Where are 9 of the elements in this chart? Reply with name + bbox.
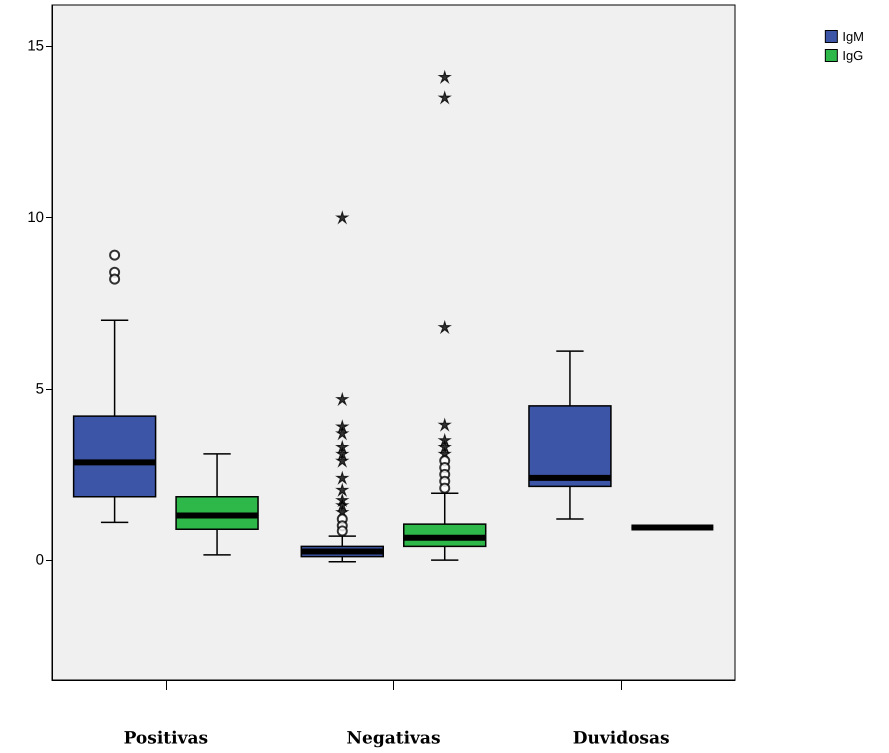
legend-label: IgG bbox=[842, 48, 864, 63]
y-tick-label: 5 bbox=[36, 380, 44, 398]
x-tick-label: Duvidosas bbox=[572, 728, 670, 748]
x-tick-label: Positivas bbox=[124, 728, 208, 748]
y-tick-label: 0 bbox=[36, 552, 44, 569]
legend-label: IgM bbox=[842, 29, 864, 44]
y-tick-label: 15 bbox=[27, 38, 44, 55]
y-tick-label: 10 bbox=[27, 208, 44, 226]
x-tick-label: Negativas bbox=[346, 728, 441, 748]
